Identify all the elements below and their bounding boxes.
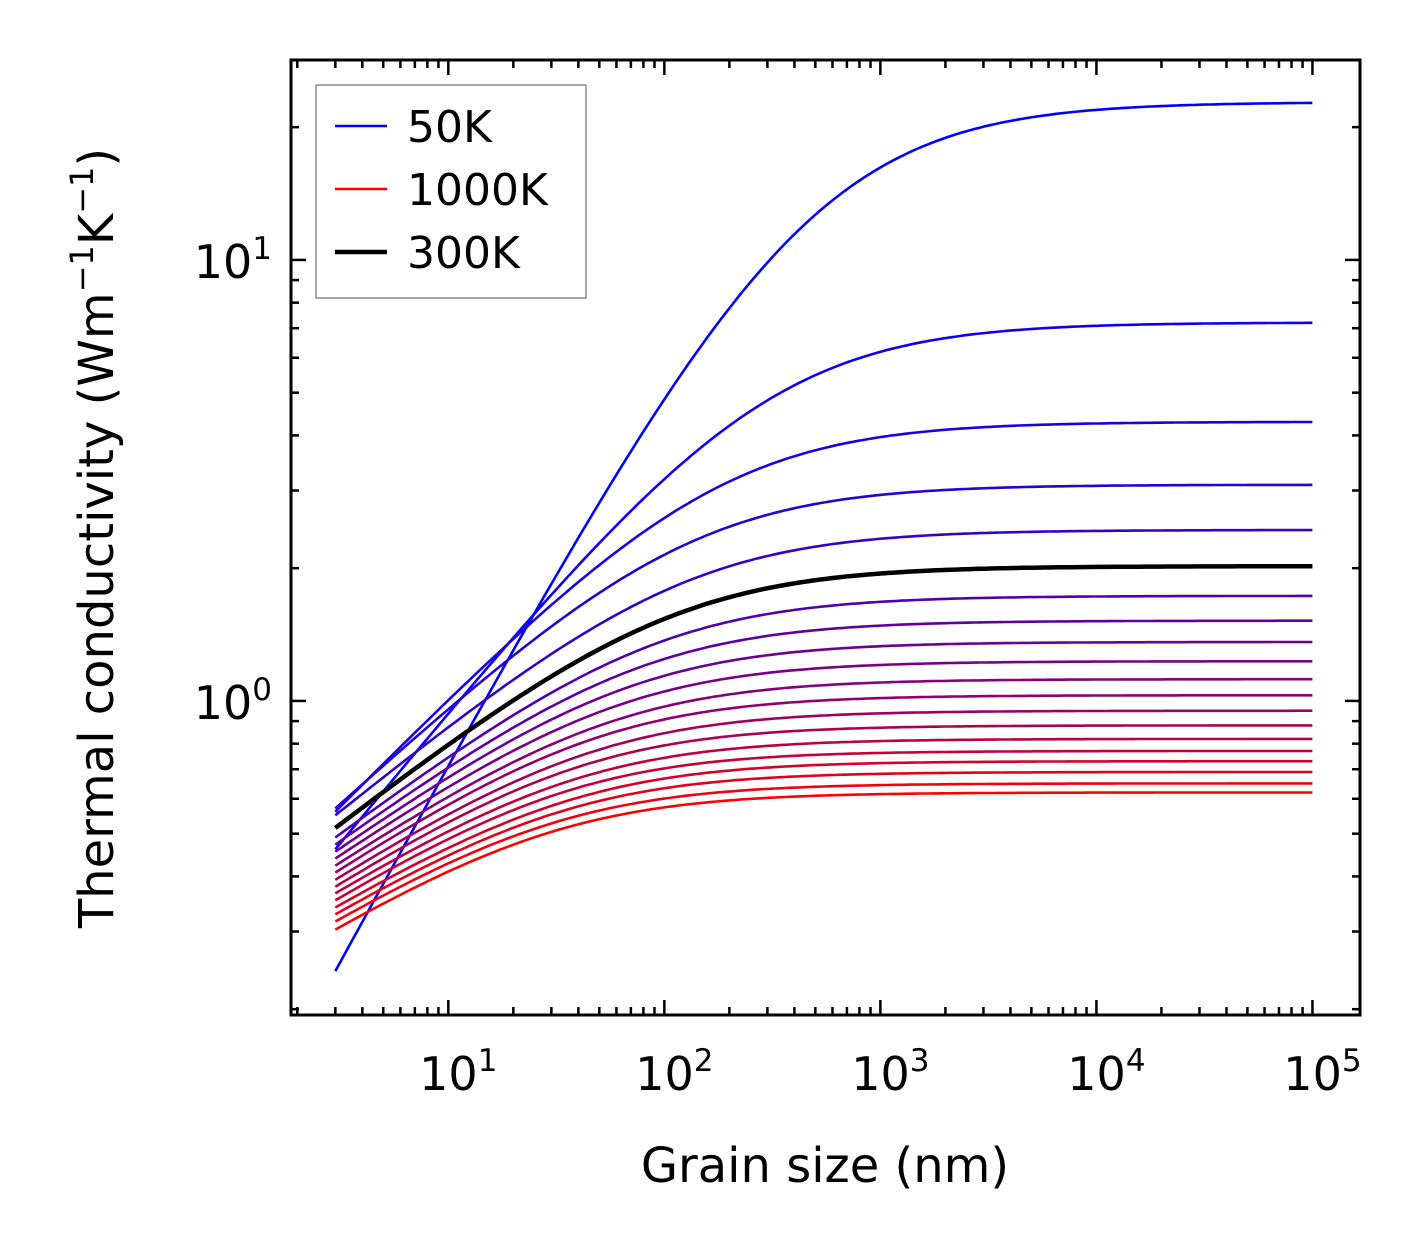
series-layer xyxy=(333,101,1313,972)
series-line-850k xyxy=(334,759,1313,909)
plot-frame xyxy=(289,58,1362,1017)
series-line-250k xyxy=(334,528,1313,817)
series-line-50k xyxy=(334,101,1313,972)
y-tick-label: 100 xyxy=(194,672,272,730)
series-line-200k xyxy=(334,483,1313,810)
y-axis-label-end: ) xyxy=(69,148,125,167)
series-line-550k xyxy=(334,677,1313,867)
series-line-900k xyxy=(334,770,1313,916)
legend: 50K 1000K 300K xyxy=(315,84,587,299)
x-tick-label: 101 xyxy=(419,1043,497,1101)
y-tick-label: 101 xyxy=(194,231,272,289)
series-line-400k xyxy=(334,619,1313,846)
x-tick-label: 104 xyxy=(1067,1043,1145,1101)
series-line-800k xyxy=(334,749,1313,902)
series-line-700k xyxy=(334,724,1313,888)
series-line-650k xyxy=(334,709,1313,881)
y-axis-label-sup2: −1 xyxy=(63,167,101,214)
y-axis-label: Thermal conductivity (Wm−1K−1) xyxy=(63,148,125,929)
series-line-350k xyxy=(334,594,1313,839)
series-line-500k xyxy=(334,659,1313,860)
series-line-950k xyxy=(334,782,1313,923)
series-line-100k xyxy=(334,321,1313,851)
legend-label-1000k: 1000K xyxy=(407,165,549,216)
series-line-150k xyxy=(334,420,1313,813)
legend-box xyxy=(315,84,587,299)
y-axis-label-sup1: −1 xyxy=(63,245,101,292)
x-axis-label: Grain size (nm) xyxy=(641,1138,1009,1194)
series-line-750k xyxy=(334,737,1313,895)
legend-label-300k: 300K xyxy=(407,228,521,279)
x-tick-label: 103 xyxy=(851,1043,929,1101)
series-line-450k xyxy=(334,640,1313,853)
x-tick-label: 102 xyxy=(635,1043,713,1101)
x-tick-label: 105 xyxy=(1283,1043,1361,1101)
series-line-1000k xyxy=(334,791,1313,931)
series-line-600k xyxy=(334,693,1313,874)
legend-label-50k: 50K xyxy=(407,102,493,153)
series-line-highlight-300k xyxy=(333,564,1313,830)
ticks-layer: 101 102 103 104 105 100 101 xyxy=(194,60,1362,1101)
y-axis-label-main: Thermal conductivity (Wm xyxy=(69,292,125,929)
y-axis-label-mid: K xyxy=(69,212,125,245)
